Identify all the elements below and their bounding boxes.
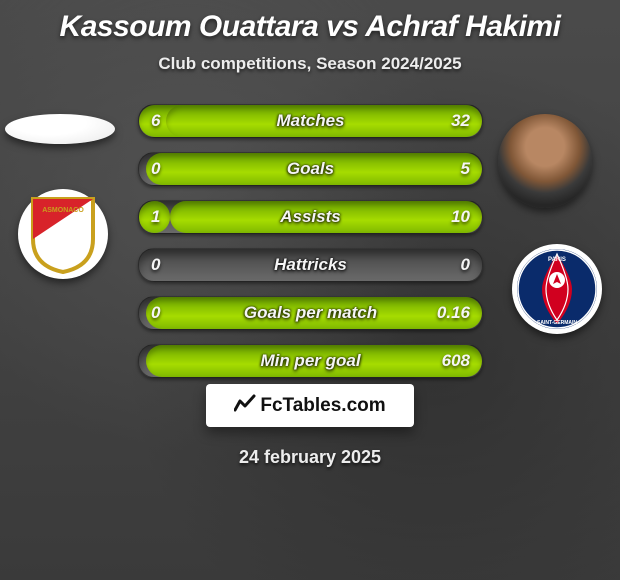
- stat-row: 00.16Goals per match: [138, 296, 483, 330]
- monaco-shield-icon: ASMONACO: [18, 189, 108, 279]
- watermark-text: FcTables.com: [260, 395, 385, 416]
- stat-fill-right: [146, 153, 482, 185]
- svg-text:PARIS: PARIS: [548, 257, 566, 263]
- stat-value-right: 0: [461, 249, 470, 281]
- stat-value-right: 608: [442, 345, 470, 377]
- stat-row: 632Matches: [138, 104, 483, 138]
- footer: FcTables.com 24 february 2025: [0, 384, 620, 468]
- stat-fill-right: [146, 297, 482, 329]
- fctables-logo-icon: [234, 394, 256, 414]
- page-title: Kassoum Ouattara vs Achraf Hakimi: [0, 10, 620, 44]
- hakimi-photo-icon: [498, 114, 592, 208]
- stat-label: Hattricks: [139, 249, 482, 281]
- psg-badge-icon: PARIS SAINT-GERMAIN: [512, 244, 602, 334]
- stat-value-left: 6: [151, 105, 160, 137]
- stat-row: 0 0Hattricks: [138, 248, 483, 282]
- stat-row: 05Goals: [138, 152, 483, 186]
- stat-value-left: 0: [151, 153, 160, 185]
- watermark: FcTables.com: [206, 384, 413, 427]
- stat-value-right: 32: [451, 105, 470, 137]
- club-left-crest-monaco: ASMONACO: [18, 189, 108, 279]
- player-right-avatar: [498, 114, 592, 208]
- page-subtitle: Club competitions, Season 2024/2025: [0, 54, 620, 74]
- stat-fill-right: [146, 345, 482, 377]
- stat-value-right: 0.16: [437, 297, 470, 329]
- stat-value-left: 0: [151, 249, 160, 281]
- stat-value-left: 1: [151, 201, 160, 233]
- stat-fill-right: [170, 201, 482, 233]
- date-line: 24 february 2025: [0, 447, 620, 468]
- stat-fill-right: [166, 105, 482, 137]
- svg-text:ASMONACO: ASMONACO: [42, 207, 84, 214]
- player-left-avatar: [5, 114, 115, 144]
- content-area: ASMONACO PARIS SAINT-GERMAIN 632Matches0…: [0, 94, 620, 494]
- stat-row: 608Min per goal: [138, 344, 483, 378]
- stat-value-left: 0: [151, 297, 160, 329]
- svg-text:SAINT-GERMAIN: SAINT-GERMAIN: [537, 320, 577, 326]
- stat-row: 110Assists: [138, 200, 483, 234]
- club-right-crest-psg: PARIS SAINT-GERMAIN: [512, 244, 602, 334]
- stat-value-right: 5: [461, 153, 470, 185]
- stats-bars: 632Matches05Goals110Assists00Hattricks00…: [138, 104, 483, 392]
- stat-value-right: 10: [451, 201, 470, 233]
